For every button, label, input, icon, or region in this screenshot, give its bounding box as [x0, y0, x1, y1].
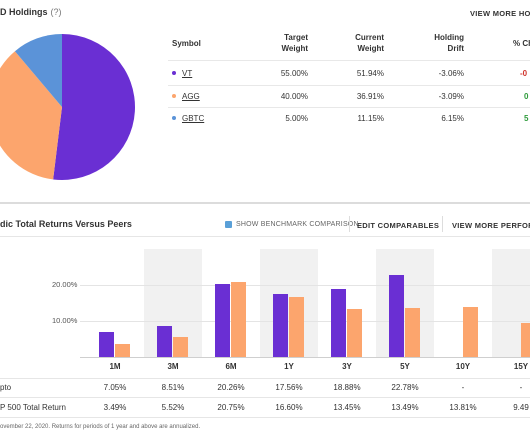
col-current-line1: Current [355, 33, 384, 42]
target-weight-value: 55.00% [280, 69, 308, 78]
data-label: 20.75% [217, 403, 245, 412]
pie-slice-gbtc[interactable] [14, 34, 63, 107]
bar-1y-series-1[interactable] [289, 297, 304, 357]
holdings-title: D Holdings (?) [0, 7, 62, 17]
col-target-line1: Target [284, 33, 308, 42]
row-divider [0, 378, 530, 379]
row-divider [168, 107, 530, 108]
bar-3y-series-1[interactable] [347, 308, 362, 357]
legend-dot-icon [172, 71, 176, 75]
header-divider [0, 236, 530, 237]
y-tick-label: 10.00% [52, 316, 78, 325]
x-tick-label: 10Y [455, 362, 471, 371]
returns-title: dic Total Returns Versus Peers [0, 219, 132, 229]
series-row-label: pto [0, 383, 12, 392]
x-tick-label: 3Y [342, 362, 352, 371]
gridline [80, 285, 530, 286]
row-divider [0, 397, 530, 398]
x-tick-label: 1Y [284, 362, 294, 371]
data-label: 16.60% [275, 403, 303, 412]
bar-3y-series-0[interactable] [331, 289, 346, 357]
change-value: -0 [520, 69, 528, 78]
symbol-link-agg[interactable]: AGG [182, 92, 200, 101]
x-axis-line [80, 357, 530, 358]
data-label: - [461, 383, 465, 392]
data-label: - [519, 383, 523, 392]
view-more-performance-link[interactable]: VIEW MORE PERFORM [452, 221, 530, 230]
bar-1y-series-0[interactable] [273, 293, 288, 357]
col-current-line2: Weight [357, 44, 384, 53]
bar-5y-series-0[interactable] [389, 274, 404, 357]
view-more-holdings-link[interactable]: VIEW MORE HOL [470, 9, 530, 18]
col-change: % Ch [513, 39, 530, 48]
row-divider [168, 85, 530, 86]
change-value: 5 [524, 114, 529, 123]
x-tick-label: 15Y [513, 362, 529, 371]
symbol-link-gbtc[interactable]: GBTC [182, 114, 205, 123]
col-holding-drift: Holding Drift [404, 32, 464, 54]
bar-1m-series-1[interactable] [115, 344, 130, 357]
pie-slice-vt[interactable] [53, 34, 136, 180]
data-label: 7.05% [103, 383, 127, 392]
col-target-weight: Target Weight [250, 32, 308, 54]
holding-drift-value: -3.06% [438, 69, 464, 78]
data-label: 13.81% [449, 403, 477, 412]
holdings-title-text: D Holdings [0, 7, 48, 17]
row-divider [0, 417, 530, 418]
data-label: 18.88% [333, 383, 361, 392]
bar-6m-series-0[interactable] [215, 284, 230, 357]
data-label: 9.49 [513, 403, 529, 412]
col-current-weight: Current Weight [324, 32, 384, 54]
col-target-line2: Weight [281, 44, 308, 53]
holding-drift-value: 6.15% [441, 114, 464, 123]
y-tick-label: 20.00% [52, 280, 78, 289]
bar-5y-series-1[interactable] [405, 308, 420, 357]
footnote: ovember 22, 2020. Returns for periods of… [0, 424, 201, 430]
x-tick-label: 1M [109, 362, 121, 371]
symbol-link-vt[interactable]: VT [182, 69, 193, 78]
current-weight-value: 36.91% [356, 92, 384, 101]
holding-drift-value: -3.09% [438, 92, 464, 101]
col-drift-line1: Holding [434, 33, 464, 42]
section-divider [0, 202, 530, 204]
col-symbol: Symbol [172, 39, 201, 48]
target-weight-value: 40.00% [280, 92, 308, 101]
benchmark-checkbox[interactable] [225, 221, 232, 228]
toolbar-divider [349, 216, 350, 232]
data-label: 20.26% [217, 383, 245, 392]
bar-10y-series-1[interactable] [463, 307, 478, 357]
bar-3m-series-1[interactable] [173, 337, 188, 357]
current-weight-value: 11.15% [357, 114, 384, 123]
legend-dot-icon [172, 94, 176, 98]
pie-slice-agg[interactable] [0, 51, 62, 180]
data-label: 3.49% [103, 403, 127, 412]
col-drift-line2: Drift [447, 44, 464, 53]
holdings-pie-chart [0, 34, 136, 180]
target-weight-value: 5.00% [285, 114, 308, 123]
gridline [80, 321, 530, 322]
edit-comparables-button[interactable]: EDIT COMPARABLES [357, 221, 440, 230]
data-label: 8.51% [161, 383, 185, 392]
x-tick-label: 3M [167, 362, 179, 371]
legend-dot-icon [172, 116, 176, 120]
bar-6m-series-1[interactable] [231, 282, 246, 357]
help-icon[interactable]: (?) [50, 7, 62, 17]
table-divider [168, 60, 530, 61]
data-label: 17.56% [275, 383, 303, 392]
bar-15y-series-1[interactable] [521, 322, 530, 357]
bar-3m-series-0[interactable] [157, 326, 172, 357]
data-label: 22.78% [391, 383, 419, 392]
current-weight-value: 51.94% [356, 69, 384, 78]
data-label: 13.49% [391, 403, 419, 412]
change-value: 0 [524, 92, 529, 101]
toolbar-divider [442, 216, 443, 232]
series-row-label: P 500 Total Return [0, 403, 66, 412]
x-tick-label: 5Y [400, 362, 410, 371]
show-benchmark-label[interactable]: SHOW BENCHMARK COMPARISON [236, 221, 359, 228]
data-label: 13.45% [333, 403, 361, 412]
data-label: 5.52% [161, 403, 185, 412]
x-tick-label: 6M [225, 362, 237, 371]
bar-1m-series-0[interactable] [99, 331, 114, 357]
